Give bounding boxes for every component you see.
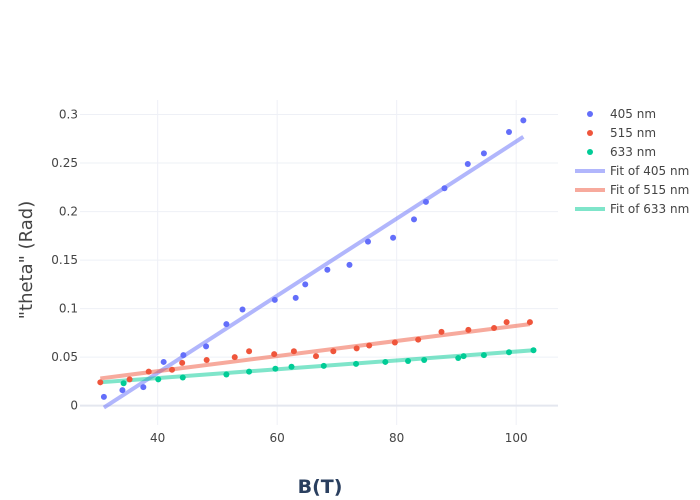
point-405-nm — [203, 343, 210, 350]
legend-item-633-nm[interactable]: 633 nm — [587, 145, 656, 159]
point-515-nm — [97, 379, 104, 386]
tick-labels-layer: 40 60 80 100 0 0.05 0.1 0.15 0.2 0.25 0.3 — [51, 108, 527, 445]
point-515-nm — [271, 351, 278, 358]
point-515-nm — [313, 353, 320, 360]
legend-item-fit-of-515-nm[interactable]: Fit of 515 nm — [575, 183, 689, 197]
x-axis-label: B(T) — [298, 476, 343, 498]
point-633-nm — [223, 371, 230, 378]
point-405-nm — [441, 185, 448, 192]
point-515-nm — [246, 348, 253, 355]
point-515-nm — [231, 354, 238, 361]
point-633-nm — [272, 365, 279, 372]
legend-label: Fit of 633 nm — [610, 202, 689, 216]
point-405-nm — [100, 393, 107, 400]
x-tick-label: 100 — [505, 431, 528, 445]
legend-label: Fit of 405 nm — [610, 164, 689, 178]
point-515-nm — [145, 368, 152, 375]
point-405-nm — [302, 281, 309, 288]
legend-label: Fit of 515 nm — [610, 183, 689, 197]
point-633-nm — [320, 362, 327, 369]
y-tick-label: 0 — [70, 399, 78, 413]
point-405-nm — [180, 352, 187, 359]
legend-marker — [587, 130, 593, 136]
y-tick-label: 0.1 — [59, 302, 78, 316]
point-405-nm — [411, 216, 418, 223]
point-515-nm — [126, 376, 133, 383]
point-515-nm — [203, 357, 210, 363]
point-515-nm — [290, 348, 297, 355]
point-515-nm — [526, 319, 533, 326]
y-tick-label: 0.05 — [51, 350, 78, 364]
point-515-nm — [353, 345, 360, 352]
point-515-nm — [169, 366, 176, 373]
point-405-nm — [292, 294, 299, 301]
point-633-nm — [455, 355, 462, 362]
point-515-nm — [438, 328, 445, 335]
y-tick-label: 0.25 — [51, 156, 78, 170]
point-515-nm — [503, 319, 510, 326]
point-405-nm — [119, 387, 126, 394]
fit-line-fit-of-515-nm — [100, 322, 531, 381]
point-405-nm — [346, 261, 353, 268]
point-405-nm — [239, 306, 246, 313]
point-405-nm — [271, 296, 278, 303]
y-tick-label: 0.3 — [59, 108, 78, 122]
point-515-nm — [415, 336, 422, 343]
x-tick-label: 40 — [150, 431, 165, 445]
point-405-nm — [324, 266, 331, 273]
point-405-nm — [520, 117, 527, 124]
point-633-nm — [421, 357, 428, 363]
point-633-nm — [530, 347, 537, 354]
point-515-nm — [179, 359, 186, 366]
point-633-nm — [246, 368, 253, 375]
points-layer — [97, 117, 537, 400]
point-633-nm — [460, 353, 467, 360]
legend-label: 515 nm — [610, 126, 656, 140]
legend-label: 405 nm — [610, 107, 656, 121]
point-405-nm — [506, 129, 513, 136]
point-405-nm — [364, 238, 371, 245]
y-tick-label: 0.15 — [51, 253, 78, 267]
legend-item-405-nm[interactable]: 405 nm — [587, 107, 656, 121]
legend-item-fit-of-405-nm[interactable]: Fit of 405 nm — [575, 164, 689, 178]
legend-label: 633 nm — [610, 145, 656, 159]
legend-marker — [587, 111, 593, 117]
point-633-nm — [353, 360, 360, 367]
point-405-nm — [223, 321, 230, 328]
point-515-nm — [366, 342, 373, 349]
point-515-nm — [391, 339, 398, 346]
point-405-nm — [480, 150, 487, 157]
x-tick-label: 80 — [389, 431, 404, 445]
x-tick-label: 60 — [270, 431, 285, 445]
point-515-nm — [330, 348, 337, 355]
y-axis-label: "theta" (Rad) — [16, 201, 37, 320]
point-405-nm — [140, 384, 147, 391]
point-633-nm — [120, 380, 127, 387]
fit-line-fit-of-405-nm — [102, 135, 525, 410]
fit-lines-layer — [100, 135, 534, 410]
point-633-nm — [288, 363, 295, 370]
point-515-nm — [491, 324, 498, 331]
point-633-nm — [179, 374, 186, 381]
legend-item-515-nm[interactable]: 515 nm — [587, 126, 656, 140]
point-633-nm — [382, 358, 389, 365]
point-405-nm — [390, 234, 397, 241]
legend-item-fit-of-633-nm[interactable]: Fit of 633 nm — [575, 202, 689, 216]
y-tick-label: 0.2 — [59, 205, 78, 219]
point-405-nm — [464, 161, 471, 168]
legend-marker — [587, 149, 593, 155]
legend[interactable]: 405 nm 515 nm 633 nm Fit of 405 nm Fit of 51… — [575, 107, 689, 216]
point-633-nm — [155, 376, 162, 383]
point-633-nm — [405, 357, 412, 364]
point-633-nm — [480, 352, 487, 359]
point-633-nm — [506, 349, 513, 356]
point-405-nm — [422, 198, 429, 205]
grid-layer — [80, 100, 558, 425]
point-515-nm — [465, 326, 472, 333]
point-405-nm — [160, 358, 167, 365]
